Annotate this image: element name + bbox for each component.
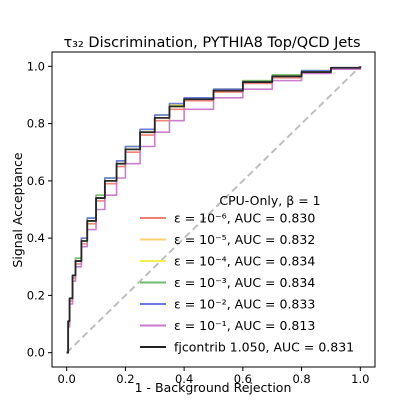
legend-entry-label: ε = 10⁻³, AUC = 0.834 — [174, 275, 315, 290]
y-tick-label: 0.8 — [27, 117, 45, 131]
x-tick-label: 0.4 — [175, 372, 193, 386]
legend-entry-label: ε = 10⁻⁶, AUC = 0.830 — [174, 211, 315, 226]
x-tick-label: 1.0 — [351, 372, 369, 386]
y-axis-ticks: 0.0 0.2 0.4 0.6 0.8 1.0 — [27, 59, 52, 360]
y-axis-label: Signal Acceptance — [10, 152, 25, 267]
legend-entry-label: fjcontrib 1.050, AUC = 0.831 — [174, 340, 354, 355]
legend-entries: ε = 10⁻⁶, AUC = 0.830 ε = 10⁻⁵, AUC = 0.8… — [140, 211, 354, 355]
legend-entry-label: ε = 10⁻², AUC = 0.833 — [174, 297, 315, 312]
series-layer — [66, 66, 362, 354]
y-tick-label: 0.2 — [27, 288, 45, 302]
chart-title: τ₃₂ Discrimination, PYTHIA8 Top/QCD Jets — [63, 35, 360, 51]
y-tick-label: 0.6 — [27, 174, 45, 188]
legend-entry-label: ε = 10⁻⁴, AUC = 0.834 — [174, 254, 315, 269]
x-tick-label: 0.2 — [116, 372, 134, 386]
x-tick-label: 0.8 — [292, 372, 310, 386]
y-tick-label: 0.4 — [27, 231, 45, 245]
x-tick-label: 0.0 — [58, 372, 76, 386]
random-guess-diagonal-line — [65, 65, 362, 354]
series-line-7 — [66, 66, 362, 354]
plot-frame — [51, 51, 376, 368]
legend-entry-label: ε = 10⁻⁵, AUC = 0.832 — [174, 232, 315, 247]
legend-title: CPU-Only, β = 1 — [219, 193, 320, 208]
x-tick-label: 0.6 — [234, 372, 252, 386]
x-axis-ticks: 0.0 0.2 0.4 0.6 0.8 1.0 — [58, 367, 369, 386]
y-tick-label: 0.0 — [27, 346, 45, 360]
y-tick-label: 1.0 — [27, 59, 45, 73]
plot-area — [51, 51, 376, 368]
x-axis-label: 1 - Background Rejection — [135, 380, 292, 395]
legend-entry-label: ε = 10⁻¹, AUC = 0.813 — [174, 318, 315, 333]
